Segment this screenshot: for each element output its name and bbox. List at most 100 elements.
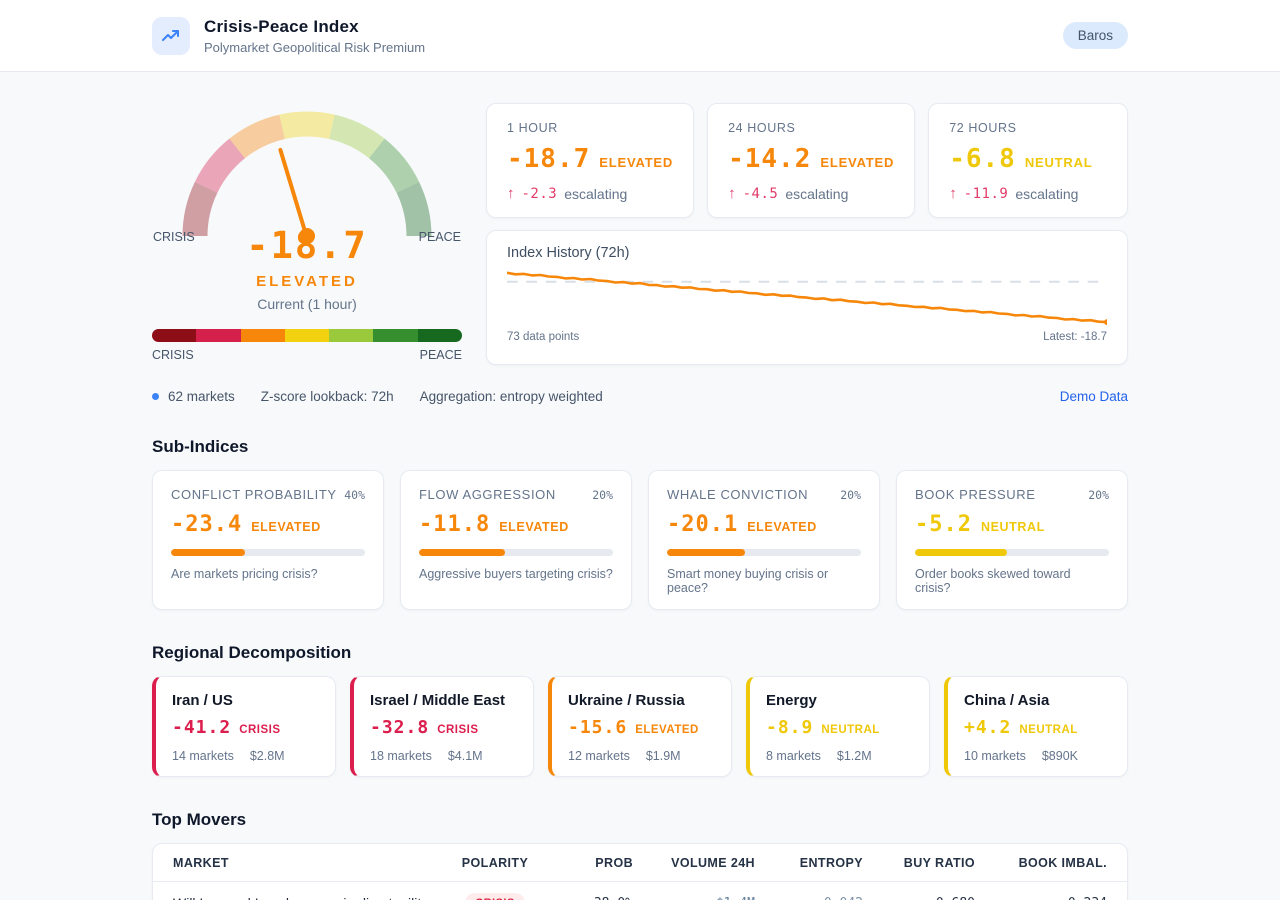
sub-index-weight: 20% [840, 488, 861, 502]
scale-crisis-label: CRISIS [152, 348, 194, 362]
region-markets: 10 markets [964, 749, 1026, 763]
region-value: -15.6 [568, 717, 628, 738]
region-card-israel-middle-east: Israel / Middle East -32.8 CRISIS 18 mar… [350, 676, 534, 777]
timeframe-label: 1 HOUR [507, 121, 558, 135]
sub-indices-grid: CONFLICT PROBABILITY 40% -23.4 ELEVATED … [152, 470, 1128, 610]
gauge-caption: Current (1 hour) [257, 296, 357, 312]
region-volume: $1.2M [836, 749, 872, 763]
column-header-book-imbal: BOOK IMBAL. [1018, 855, 1107, 870]
timeframe-label: 24 HOURS [728, 121, 796, 135]
sub-index-progress-track [915, 549, 1109, 556]
sub-indices-heading: Sub-Indices [152, 437, 249, 456]
app-header: Crisis-Peace Index Polymarket Geopolitic… [0, 0, 1280, 72]
region-volume: $890K [1041, 749, 1078, 763]
sub-index-status: NEUTRAL [980, 520, 1045, 534]
region-name: Iran / US [172, 692, 233, 709]
sub-index-label: WHALE CONVICTION [667, 487, 809, 502]
top-movers-heading: Top Movers [152, 810, 247, 829]
polarity-badge: CRISIS [465, 893, 525, 900]
crisis-peace-gauge: CRISIS PEACE -18.7 ELEVATED Current (1 h… [152, 103, 462, 365]
sub-index-label: BOOK PRESSURE [915, 487, 1036, 502]
sub-index-description: Aggressive buyers targeting crisis? [419, 567, 613, 581]
arrow-up-icon: ↑ [949, 185, 957, 202]
column-header-volume: VOLUME 24H [671, 855, 755, 870]
trending-up-icon [162, 29, 179, 41]
region-name: Israel / Middle East [370, 692, 506, 709]
meta-row: 62 markets Z-score lookback: 72h Aggrega… [152, 389, 1128, 404]
region-markets: 8 markets [766, 749, 821, 763]
region-name: China / Asia [964, 692, 1050, 709]
sub-index-progress-track [419, 549, 613, 556]
demo-data-link[interactable]: Demo Data [1059, 389, 1128, 404]
live-dot-icon [152, 393, 159, 400]
regions-grid: Iran / US -41.2 CRISIS 14 markets $2.8M … [152, 676, 1128, 777]
column-header-polarity: POLARITY [461, 855, 529, 870]
latest-value-label: Latest: -18.7 [1043, 331, 1107, 343]
timeframe-note: escalating [1015, 185, 1079, 202]
sub-index-card-flow-aggression: FLOW AGGRESSION 20% -11.8 ELEVATED Aggre… [400, 470, 632, 610]
gauge-pivot [299, 228, 315, 244]
timeframe-note: escalating [785, 185, 849, 202]
sub-index-weight: 20% [592, 488, 613, 502]
regions-heading: Regional Decomposition [152, 643, 352, 662]
region-status: CRISIS [239, 724, 281, 736]
region-status: NEUTRAL [1019, 724, 1078, 736]
sub-index-weight: 40% [344, 488, 365, 502]
table-header-row: MARKET POLARITY PROB VOLUME 24H ENTROPY … [153, 844, 1127, 882]
region-value: -32.8 [370, 717, 430, 738]
sub-index-label: CONFLICT PROBABILITY [171, 487, 337, 502]
region-value: +4.2 [964, 717, 1012, 738]
history-sparkline [507, 271, 1107, 326]
sub-index-value: -11.8 [419, 512, 491, 537]
region-markets: 14 markets [172, 749, 234, 763]
timeframe-delta: -2.3 [521, 185, 558, 202]
timeframe-delta: -11.9 [963, 185, 1009, 202]
market-cell: Will Iran and Israel engage in direct mi… [173, 895, 445, 900]
timeframe-label: 72 HOURS [949, 121, 1017, 135]
sub-index-progress-fill [915, 549, 1007, 556]
timeframe-card-72h: 72 HOURS -6.8 NEUTRAL ↑ -11.9 escalating [928, 103, 1128, 218]
history-title: Index History (72h) [507, 245, 630, 261]
book-imbal-cell: -0.234 [975, 896, 1107, 900]
region-name: Energy [766, 692, 817, 709]
page-title: Crisis-Peace Index [204, 16, 359, 36]
region-value: -41.2 [172, 717, 232, 738]
sub-index-card-book-pressure: BOOK PRESSURE 20% -5.2 NEUTRAL Order boo… [896, 470, 1128, 610]
region-card-iran-us: Iran / US -41.2 CRISIS 14 markets $2.8M [152, 676, 336, 777]
region-status: ELEVATED [635, 724, 699, 736]
sub-index-label: FLOW AGGRESSION [419, 487, 556, 502]
buy-ratio-cell: 0.680 [863, 896, 975, 900]
region-volume: $2.8M [249, 749, 285, 763]
table-row[interactable]: Will Iran and Israel engage in direct mi… [153, 882, 1127, 900]
user-badge: Baros [1062, 22, 1128, 49]
region-value: -8.9 [766, 717, 814, 738]
gauge-arc [182, 111, 432, 237]
column-header-prob: PROB [595, 855, 633, 870]
sub-index-weight: 20% [1088, 488, 1109, 502]
region-volume: $4.1M [447, 749, 483, 763]
timeframe-note: escalating [564, 185, 628, 202]
aggregation-label: Aggregation: entropy weighted [419, 389, 603, 404]
sub-index-description: Order books skewed toward crisis? [915, 567, 1071, 595]
region-card-ukraine-russia: Ukraine / Russia -15.6 ELEVATED 12 marke… [548, 676, 732, 777]
arrow-up-icon: ↑ [507, 185, 515, 202]
timeframe-status: NEUTRAL [1024, 155, 1093, 170]
region-name: Ukraine / Russia [568, 692, 685, 709]
column-header-market: MARKET [173, 855, 229, 870]
gauge-peace-label: PEACE [418, 230, 461, 244]
timeframe-status: ELEVATED [599, 155, 674, 170]
region-markets: 18 markets [370, 749, 432, 763]
sub-index-progress-fill [171, 549, 246, 556]
region-card-energy: Energy -8.9 NEUTRAL 8 markets $1.2M [746, 676, 930, 777]
index-line [507, 271, 1107, 324]
timeframe-delta: -4.5 [742, 185, 779, 202]
sub-index-description: Smart money buying crisis or peace? [667, 567, 829, 595]
sub-index-status: ELEVATED [251, 520, 321, 534]
lookback-label: Z-score lookback: 72h [260, 389, 394, 404]
timeframe-value: -6.8 [949, 144, 1016, 174]
sub-index-status: ELEVATED [499, 520, 569, 534]
sub-index-card-whale-conviction: WHALE CONVICTION 20% -20.1 ELEVATED Smar… [648, 470, 880, 610]
region-card-china-asia: China / Asia +4.2 NEUTRAL 10 markets $89… [944, 676, 1128, 777]
index-history-card: Index History (72h) 73 data points Lates… [486, 230, 1128, 365]
timeframe-card-24h: 24 HOURS -14.2 ELEVATED ↑ -4.5 escalatin… [707, 103, 916, 218]
